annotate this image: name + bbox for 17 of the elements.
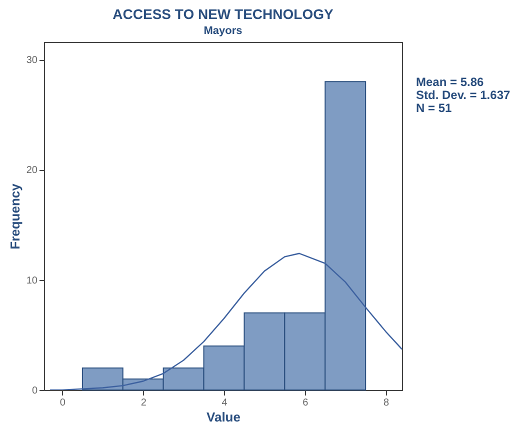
x-tick-label: 8 (384, 398, 390, 408)
y-tick-label: 20 (26, 165, 38, 176)
y-tick-label: 10 (26, 275, 38, 286)
x-tick-label: 4 (222, 398, 228, 408)
x-axis-title: Value (206, 410, 240, 424)
y-tick-label: 30 (26, 55, 38, 66)
y-axis-title: Frequency (7, 182, 22, 250)
text: N = 51 (416, 101, 453, 115)
x-tick-label: 2 (140, 398, 147, 408)
text: Std. Dev. = 1.637 (416, 88, 510, 102)
chart-title: ACCESS TO NEW TECHNOLOGY (112, 6, 334, 22)
line-series (49, 252, 402, 390)
x-tick-label: 0 (60, 398, 66, 408)
y-tick-label: 0 (32, 386, 38, 396)
text: Mean = 5.86 (416, 75, 485, 89)
chart-subtitle: Mayors (204, 25, 242, 37)
x-tick-label: 6 (302, 398, 309, 408)
